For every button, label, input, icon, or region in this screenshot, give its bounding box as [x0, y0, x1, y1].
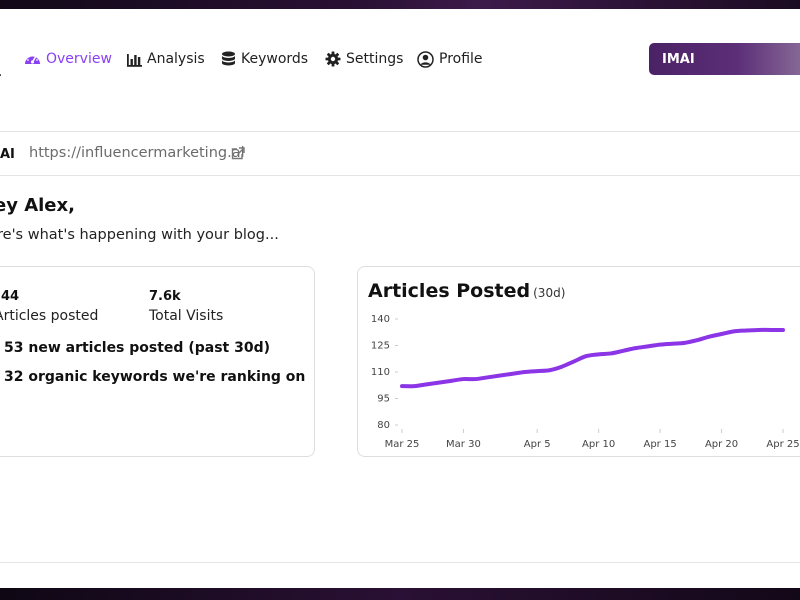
greeting-heading: ey Alex, — [0, 195, 75, 216]
nav-item-settings[interactable]: Settings — [325, 49, 403, 69]
site-url-link[interactable]: https://influencermarketing.ai — [29, 145, 245, 161]
dashboard-icon — [25, 54, 40, 64]
y-tick-label: 125 — [371, 341, 390, 352]
nav-item-keywords[interactable]: Keywords — [221, 49, 308, 69]
footer-divider — [0, 562, 800, 563]
y-tick-label: 140 — [371, 314, 390, 325]
nav-label-overview: Overview — [46, 51, 112, 67]
y-tick-label: 110 — [371, 367, 390, 378]
external-link-icon[interactable] — [231, 147, 245, 160]
series-line — [400, 327, 785, 389]
articles-line-chart: 80 95 110 125 140 Mar 25 Mar 30 Apr 5 Apr 10 Apr… — [371, 314, 800, 450]
user-circle-icon — [417, 50, 434, 68]
x-tick-label: Mar 25 — [385, 439, 420, 450]
chart-period: (30d) — [533, 286, 566, 300]
window-top-edge — [0, 0, 800, 9]
brand-button[interactable]: IMAI — [649, 43, 800, 75]
x-tick-label: Apr 15 — [643, 439, 676, 450]
logo-edge: . — [0, 64, 2, 80]
x-tick-label: Apr 5 — [524, 439, 551, 450]
dashboard-page: . Overview Analysis — [0, 9, 800, 588]
nav-label-keywords: Keywords — [241, 51, 309, 67]
nav-item-analysis[interactable]: Analysis — [126, 49, 205, 69]
y-axis-ticks: 80 95 110 125 140 — [371, 314, 398, 431]
nav-label-profile: Profile — [439, 51, 483, 67]
site-abbr: AI — [0, 147, 15, 162]
nav-item-profile[interactable]: Profile — [417, 49, 483, 69]
gear-icon — [325, 51, 341, 67]
x-tick-label: Mar 30 — [446, 439, 481, 450]
window-bottom-edge — [0, 588, 800, 600]
x-tick-label: Apr 25 — [766, 439, 799, 450]
nav-label-settings: Settings — [346, 51, 404, 67]
visits-label: Total Visits — [149, 308, 224, 324]
x-tick-label: Apr 20 — [705, 439, 738, 450]
nav-divider — [0, 131, 800, 132]
articles-label: Articles posted — [0, 308, 99, 324]
x-axis-ticks: Mar 25 Mar 30 Apr 5 Apr 10 Apr 15 Apr 20 Apr 2… — [385, 429, 800, 450]
top-navigation: . Overview Analysis — [0, 9, 800, 131]
visits-count: 7.6k — [149, 289, 181, 304]
bar-chart-icon — [127, 54, 142, 67]
chart-title: Articles Posted (30d) — [368, 280, 565, 302]
chart-title-text: Articles Posted — [368, 280, 531, 302]
articles-count: 44 — [1, 289, 20, 304]
y-tick-label: 95 — [377, 394, 390, 405]
site-divider — [0, 175, 800, 176]
greeting-subtitle: re's what's happening with your blog... — [0, 227, 279, 243]
database-icon — [222, 51, 235, 65]
y-tick-label: 80 — [377, 420, 390, 431]
new-articles-stat: 53 new articles posted (past 30d) — [4, 340, 270, 356]
x-tick-label: Apr 10 — [582, 439, 615, 450]
nav-label-analysis: Analysis — [147, 51, 205, 67]
keywords-stat: 32 organic keywords we're ranking on — [4, 369, 306, 385]
articles-chart-card: Articles Posted (30d) 80 95 110 125 140 Mar 2… — [357, 266, 800, 457]
stats-card: 44 Articles posted 7.6k Total Visits 53 … — [0, 266, 315, 457]
nav-item-overview[interactable]: Overview — [24, 49, 112, 69]
